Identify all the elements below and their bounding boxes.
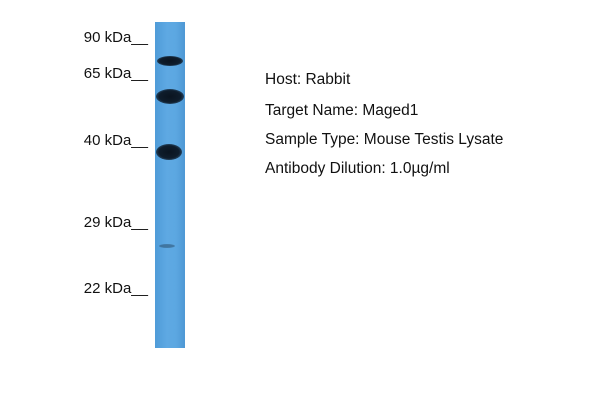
marker-22kda: 22 kDa__ <box>83 280 148 297</box>
marker-90kda: 90 kDa__ <box>83 29 148 46</box>
marker-29kda: 29 kDa__ <box>83 214 148 231</box>
host-label: Host: Rabbit <box>265 71 351 88</box>
target-name-label: Target Name: Maged1 <box>265 102 419 119</box>
sample-type-label: Sample Type: Mouse Testis Lysate <box>265 131 504 148</box>
marker-65kda: 65 kDa__ <box>83 65 148 82</box>
band-middle <box>156 89 184 104</box>
band-lower <box>156 144 182 160</box>
marker-40kda: 40 kDa__ <box>83 132 148 149</box>
blot-lane <box>155 22 185 348</box>
antibody-dilution-label: Antibody Dilution: 1.0µg/ml <box>265 160 450 177</box>
band-upper <box>157 56 183 66</box>
band-faint <box>159 244 175 248</box>
